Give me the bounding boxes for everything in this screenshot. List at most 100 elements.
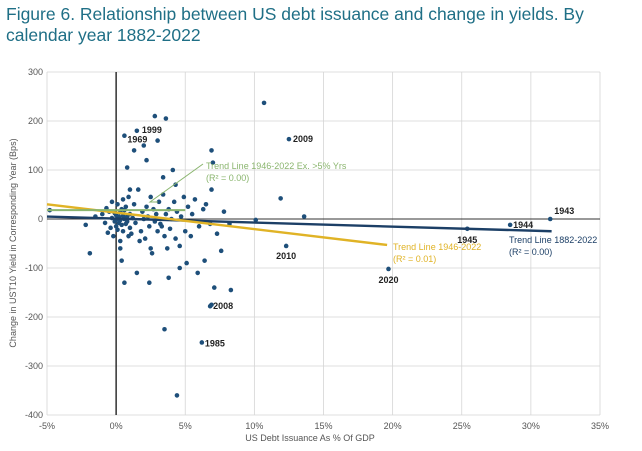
- callout-line: [148, 163, 204, 203]
- data-point: [202, 258, 207, 263]
- data-point: [126, 233, 131, 239]
- point-label: 1943: [554, 206, 574, 216]
- data-point: [124, 219, 130, 224]
- data-point: [185, 204, 191, 210]
- data-point: [182, 228, 188, 234]
- trend-lines: [46, 203, 552, 247]
- data-point: [111, 233, 116, 239]
- data-point: [148, 194, 153, 200]
- data-point: [127, 187, 133, 192]
- data-point: [115, 202, 120, 207]
- x-tick-label: 15%: [314, 421, 332, 431]
- data-point: [87, 251, 93, 256]
- data-point: [120, 228, 126, 234]
- y-tick-label: 200: [28, 116, 43, 126]
- data-point: [134, 270, 140, 276]
- trend-r2-label: (R² = 0.01): [393, 254, 436, 264]
- data-point: [184, 260, 189, 266]
- data-point: [163, 116, 169, 121]
- data-point: [173, 236, 178, 241]
- data-point: [174, 393, 180, 398]
- chart-title: Figure 6. Relationship between US debt i…: [6, 4, 584, 45]
- data-point: [547, 216, 553, 222]
- data-point: [164, 246, 170, 251]
- data-point: [153, 211, 159, 217]
- trend-line: [46, 215, 552, 233]
- data-point: [196, 224, 202, 229]
- data-point: [218, 248, 224, 254]
- data-point: [209, 148, 214, 153]
- data-point: [173, 182, 178, 187]
- data-point: [189, 211, 195, 217]
- data-point: [148, 246, 153, 251]
- y-tick-label: 300: [28, 67, 43, 77]
- data-point: [147, 224, 152, 229]
- data-point: [159, 224, 165, 229]
- data-point: [117, 246, 123, 251]
- data-point: [210, 160, 216, 165]
- point-label: 2009: [293, 134, 313, 144]
- data-point: [108, 225, 113, 231]
- data-point: [100, 211, 105, 217]
- data-point: [122, 280, 127, 286]
- y-tick-label: -300: [25, 361, 43, 371]
- x-axis-title: US Debt Issuance As % Of GDP: [245, 433, 375, 443]
- y-tick-label: -200: [25, 312, 43, 322]
- data-point: [507, 222, 513, 228]
- x-tick-label: 5%: [179, 421, 192, 431]
- point-label: 1999: [142, 125, 162, 135]
- x-tick-label: 25%: [453, 421, 471, 431]
- data-point: [115, 227, 120, 233]
- data-point: [119, 222, 124, 228]
- data-points: [47, 100, 553, 398]
- data-point: [283, 243, 289, 249]
- data-point: [163, 211, 169, 217]
- point-label: 2020: [378, 275, 398, 285]
- data-point: [102, 220, 108, 226]
- data-point: [195, 270, 200, 276]
- data-point: [192, 197, 198, 202]
- data-point: [117, 238, 123, 244]
- data-point: [166, 275, 171, 281]
- x-tick-labels: -5% 0% 5% 10% 15% 20% 25% 30% 35%: [39, 421, 609, 431]
- data-point: [199, 340, 205, 345]
- data-point: [147, 280, 152, 286]
- data-point: [131, 202, 137, 207]
- data-point: [286, 136, 292, 142]
- point-label: 2008: [213, 301, 233, 311]
- data-point: [142, 236, 148, 241]
- data-point: [181, 194, 187, 200]
- data-point: [119, 258, 124, 263]
- data-point: [123, 204, 129, 210]
- y-tick-label: -400: [25, 410, 43, 420]
- data-point: [253, 217, 259, 223]
- data-point: [131, 148, 137, 153]
- x-tick-label: 35%: [591, 421, 609, 431]
- data-point: [221, 209, 227, 214]
- trend-label: Trend Line 1946-2022 Ex. >5% Yrs: [206, 161, 347, 171]
- point-label: 1969: [127, 135, 147, 145]
- data-point: [155, 228, 160, 234]
- trend-r2-label: (R² = 0.00): [509, 247, 552, 257]
- data-point: [144, 204, 149, 210]
- data-point: [83, 222, 89, 228]
- trend-annotations: Trend Line 1882-2022 (R² = 0.00) Trend Lin…: [148, 161, 597, 264]
- data-point: [214, 231, 220, 236]
- data-point: [152, 113, 158, 119]
- data-point: [167, 226, 173, 232]
- trend-r2-label: (R² = 0.00): [206, 173, 249, 183]
- data-point: [301, 214, 307, 219]
- data-point: [261, 100, 267, 106]
- x-tick-label: 0%: [110, 421, 123, 431]
- x-tick-label: 10%: [245, 421, 263, 431]
- point-label: 2010: [276, 251, 296, 261]
- data-point: [144, 157, 149, 163]
- x-tick-label: -5%: [39, 421, 55, 431]
- data-point: [141, 143, 147, 148]
- data-point: [126, 194, 131, 200]
- data-point: [160, 175, 166, 180]
- data-point: [200, 206, 206, 212]
- data-point: [127, 225, 133, 231]
